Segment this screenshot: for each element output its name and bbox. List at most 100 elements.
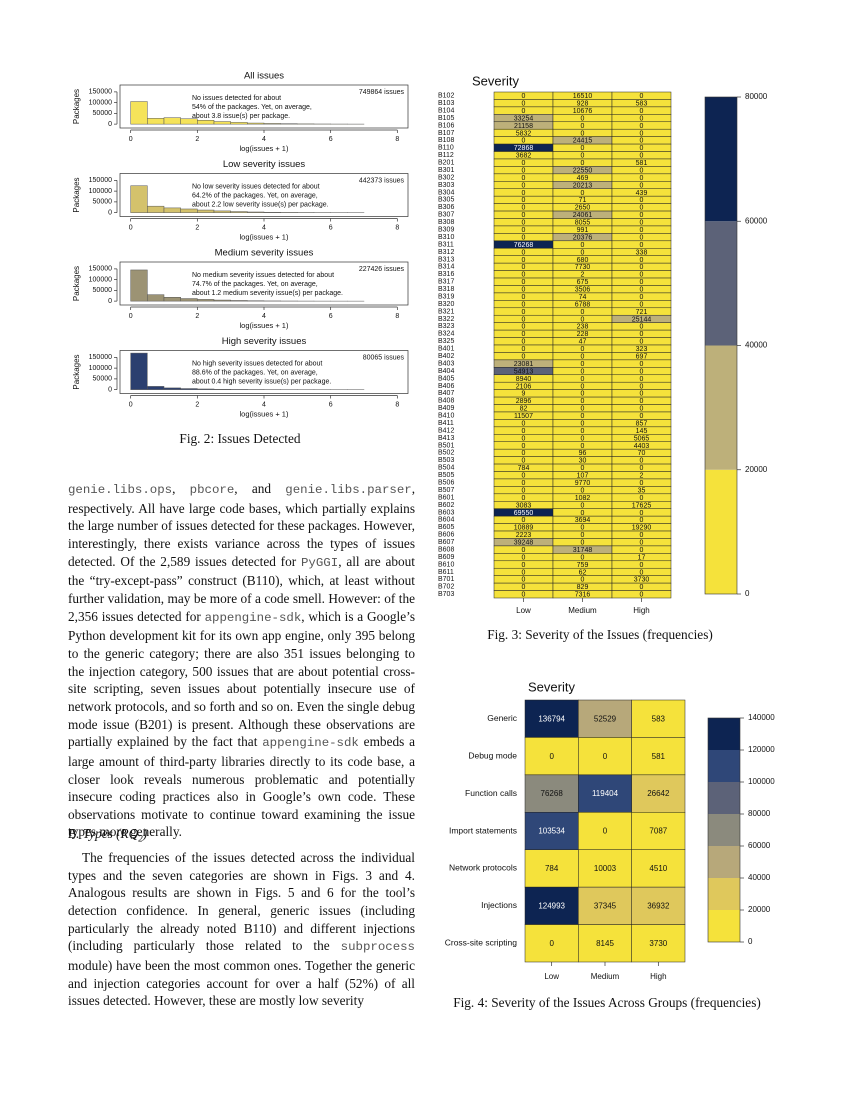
cell-value: 10676	[573, 108, 593, 115]
cell-value: 71	[579, 197, 587, 204]
cell-value: 0	[522, 182, 526, 189]
colorbar-segment	[705, 345, 737, 470]
bar	[230, 122, 248, 125]
cell-value: 0	[640, 257, 644, 264]
text-run: The frequencies of the issues detected a…	[68, 850, 415, 954]
y-tick-label: 50000	[93, 376, 113, 383]
panel-note: 54% of the packages. Yet, on average,	[192, 104, 312, 111]
cell-value: 0	[640, 123, 644, 130]
row-label: B108	[438, 137, 454, 144]
cell-value: 0	[522, 331, 526, 338]
row-label: B606	[438, 532, 454, 539]
bar	[180, 298, 198, 302]
cell-value: 0	[522, 584, 526, 591]
cell-value: 0	[522, 339, 526, 346]
bar	[130, 352, 148, 390]
colorbar-label: 120000	[748, 745, 775, 754]
y-axis-label: Packages	[72, 354, 81, 389]
cell-value: 0	[640, 93, 644, 100]
cell-value: 25144	[632, 316, 652, 323]
heatmap-cell	[631, 886, 686, 925]
colorbar-segment	[705, 469, 737, 594]
cell-value: 37345	[594, 901, 617, 910]
cell-value: 829	[577, 584, 589, 591]
cell-value: 8055	[575, 220, 591, 227]
row-label: B306	[438, 204, 454, 211]
colorbar-segment	[708, 846, 740, 878]
cell-value: 0	[522, 279, 526, 286]
cell-value: 70	[638, 450, 646, 457]
row-label: B410	[438, 413, 454, 420]
bar	[147, 294, 165, 302]
cell-value: 0	[640, 324, 644, 331]
heatmap-cell	[524, 886, 579, 925]
cell-value: 0	[640, 138, 644, 145]
row-label: B407	[438, 390, 454, 397]
cell-value: 991	[577, 227, 589, 234]
row-label: B308	[438, 219, 454, 226]
cell-value: 0	[522, 220, 526, 227]
x-tick-label: 2	[195, 136, 199, 143]
cell-value: 9770	[575, 480, 591, 487]
panel-note: about 3.8 issue(s) per package.	[192, 113, 290, 120]
colorbar-label: 140000	[748, 713, 775, 722]
issue-count: 749864 issues	[359, 89, 405, 96]
panel-title: All issues	[244, 71, 284, 82]
cell-value: 0	[581, 554, 585, 561]
paragraph: The frequencies of the issues detected a…	[68, 849, 415, 1010]
cell-value: 54913	[514, 368, 534, 375]
cell-value: 0	[640, 272, 644, 279]
cell-value: 0	[522, 473, 526, 480]
cell-value: 0	[522, 287, 526, 294]
panel-note: about 1.2 medium severity issue(s) per p…	[192, 290, 343, 297]
y-axis-label: Packages	[72, 177, 81, 212]
cell-value: 238	[577, 324, 589, 331]
row-label: B702	[438, 584, 454, 591]
cell-value: 0	[581, 153, 585, 160]
cell-value: 0	[581, 398, 585, 405]
y-tick-label: 100000	[89, 99, 112, 106]
row-label: B405	[438, 375, 454, 382]
cell-value: 0	[522, 480, 526, 487]
cell-value: 4403	[634, 443, 650, 450]
cell-value: 2	[640, 473, 644, 480]
cell-value: 0	[640, 242, 644, 249]
cell-value: 228	[577, 331, 589, 338]
cell-value: 0	[640, 569, 644, 576]
row-label: B406	[438, 383, 454, 390]
bar	[197, 209, 215, 213]
cell-value: 0	[640, 115, 644, 122]
colorbar-label: 20000	[745, 465, 768, 474]
cell-value: 0	[581, 420, 585, 427]
cell-value: 0	[522, 547, 526, 554]
text-run: , and	[234, 481, 286, 496]
cell-value: 39248	[514, 540, 534, 547]
heatmap-title: Severity	[472, 73, 519, 88]
cell-value: 0	[522, 324, 526, 331]
cell-value: 0	[640, 376, 644, 383]
bar	[147, 386, 165, 390]
cell-value: 0	[522, 443, 526, 450]
cell-value: 10889	[514, 525, 534, 532]
cell-value: 0	[522, 249, 526, 256]
y-tick-label: 150000	[89, 354, 112, 361]
column-label: Medium	[568, 606, 597, 615]
cell-value: 2896	[516, 398, 532, 405]
cell-value: 680	[577, 257, 589, 264]
cell-value: 0	[581, 428, 585, 435]
row-label: Import statements	[449, 825, 517, 835]
cell-value: 0	[581, 309, 585, 316]
cell-value: 17625	[632, 502, 652, 509]
row-label: Debug mode	[468, 750, 517, 760]
panel-note: No issues detected for about	[192, 95, 281, 102]
cell-value: 0	[581, 346, 585, 353]
bar	[197, 388, 215, 390]
x-tick-label: 8	[395, 313, 399, 320]
cell-value: 10003	[594, 864, 617, 873]
colorbar-label: 20000	[748, 905, 771, 914]
y-tick-label: 100000	[89, 276, 112, 283]
row-label: B607	[438, 539, 454, 546]
heatmap-cell	[578, 849, 632, 888]
row-label: B610	[438, 561, 454, 568]
cell-value: 784	[545, 864, 559, 873]
